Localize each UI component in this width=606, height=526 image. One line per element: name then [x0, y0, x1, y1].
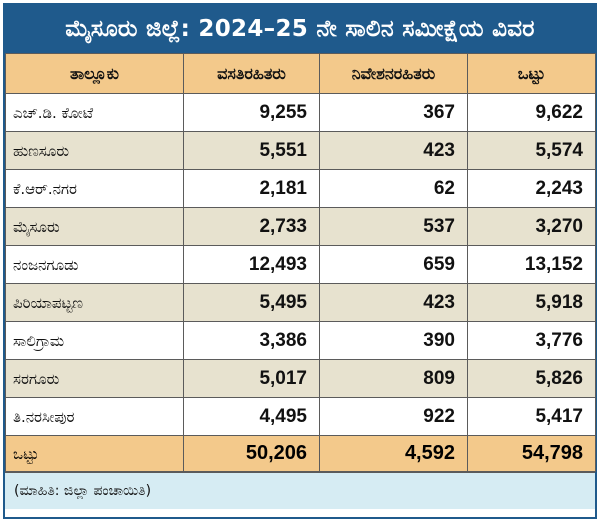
table-row: ಎಚ್.ಡಿ. ಕೋಟೆ 9,255 367 9,622: [5, 93, 596, 132]
siteless-count: 659: [319, 245, 468, 284]
siteless-count: 423: [319, 131, 468, 170]
houseless-count: 9,255: [183, 93, 320, 132]
header-siteless: ನಿವೇಶನರಹಿತರು: [319, 53, 468, 94]
siteless-count: 390: [319, 321, 468, 360]
table-row: ಹುಣಸೂರು 5,551 423 5,574: [5, 131, 596, 170]
siteless-count: 537: [319, 207, 468, 246]
houseless-count: 5,017: [183, 359, 320, 398]
table-row: ಮೈಸೂರು 2,733 537 3,270: [5, 207, 596, 246]
header-row: ತಾಲ್ಲೂಕು ವಸತಿರಹಿತರು ನಿವೇಶನರಹಿತರು ಒಟ್ಟು: [5, 53, 596, 94]
totals-label: ಒಟ್ಟು: [5, 435, 184, 472]
siteless-count: 809: [319, 359, 468, 398]
taluk-name: ತಿ.ನರಸೀಪುರ: [5, 397, 184, 436]
header-total: ಒಟ್ಟು: [467, 53, 596, 94]
header-taluk: ತಾಲ್ಲೂಕು: [5, 53, 184, 94]
total-count: 2,243: [467, 169, 596, 208]
total-count: 3,776: [467, 321, 596, 360]
taluk-name: ಕೆ.ಆರ್.ನಗರ: [5, 169, 184, 208]
taluk-name: ನಂಜನಗೂಡು: [5, 245, 184, 284]
houseless-count: 2,181: [183, 169, 320, 208]
table-row: ಕೆ.ಆರ್.ನಗರ 2,181 62 2,243: [5, 169, 596, 208]
survey-table: ತಾಲ್ಲೂಕು ವಸತಿರಹಿತರು ನಿವೇಶನರಹಿತರು ಒಟ್ಟು ಎ…: [5, 53, 596, 472]
total-count: 13,152: [467, 245, 596, 284]
total-count: 5,826: [467, 359, 596, 398]
total-count: 9,622: [467, 93, 596, 132]
houseless-count: 5,495: [183, 283, 320, 322]
total-count: 5,417: [467, 397, 596, 436]
houseless-count: 12,493: [183, 245, 320, 284]
table-title: ಮೈಸೂರು ಜಿಲ್ಲೆ: 2024–25 ನೇ ಸಾಲಿನ ಸಮೀಕ್ಷೆಯ…: [5, 5, 595, 53]
grand-total: 54,798: [467, 435, 596, 472]
siteless-count: 423: [319, 283, 468, 322]
table-row: ಪಿರಿಯಾಪಟ್ಟಣ 5,495 423 5,918: [5, 283, 596, 322]
siteless-count: 922: [319, 397, 468, 436]
total-count: 5,918: [467, 283, 596, 322]
table-row: ನಂಜನಗೂಡು 12,493 659 13,152: [5, 245, 596, 284]
source-note: (ಮಾಹಿತಿ: ಜಿಲ್ಲಾ ಪಂಚಾಯಿತಿ): [5, 472, 595, 509]
survey-table-card: ಮೈಸೂರು ಜಿಲ್ಲೆ: 2024–25 ನೇ ಸಾಲಿನ ಸಮೀಕ್ಷೆಯ…: [3, 3, 597, 519]
houseless-count: 4,495: [183, 397, 320, 436]
siteless-count: 62: [319, 169, 468, 208]
table-row: ತಿ.ನರಸೀಪುರ 4,495 922 5,417: [5, 397, 596, 436]
taluk-name: ಎಚ್.ಡಿ. ಕೋಟೆ: [5, 93, 184, 132]
table-row: ಸರಗೂರು 5,017 809 5,826: [5, 359, 596, 398]
taluk-name: ಪಿರಿಯಾಪಟ್ಟಣ: [5, 283, 184, 322]
houseless-count: 5,551: [183, 131, 320, 170]
siteless-count: 367: [319, 93, 468, 132]
total-count: 3,270: [467, 207, 596, 246]
total-houseless: 50,206: [183, 435, 320, 472]
taluk-name: ಸರಗೂರು: [5, 359, 184, 398]
taluk-name: ಸಾಲಿಗ್ರಾಮ: [5, 321, 184, 360]
houseless-count: 3,386: [183, 321, 320, 360]
taluk-name: ಹುಣಸೂರು: [5, 131, 184, 170]
houseless-count: 2,733: [183, 207, 320, 246]
header-houseless: ವಸತಿರಹಿತರು: [183, 53, 320, 94]
total-count: 5,574: [467, 131, 596, 170]
table-row: ಸಾಲಿಗ್ರಾಮ 3,386 390 3,776: [5, 321, 596, 360]
totals-row: ಒಟ್ಟು 50,206 4,592 54,798: [5, 435, 596, 472]
taluk-name: ಮೈಸೂರು: [5, 207, 184, 246]
total-siteless: 4,592: [319, 435, 468, 472]
